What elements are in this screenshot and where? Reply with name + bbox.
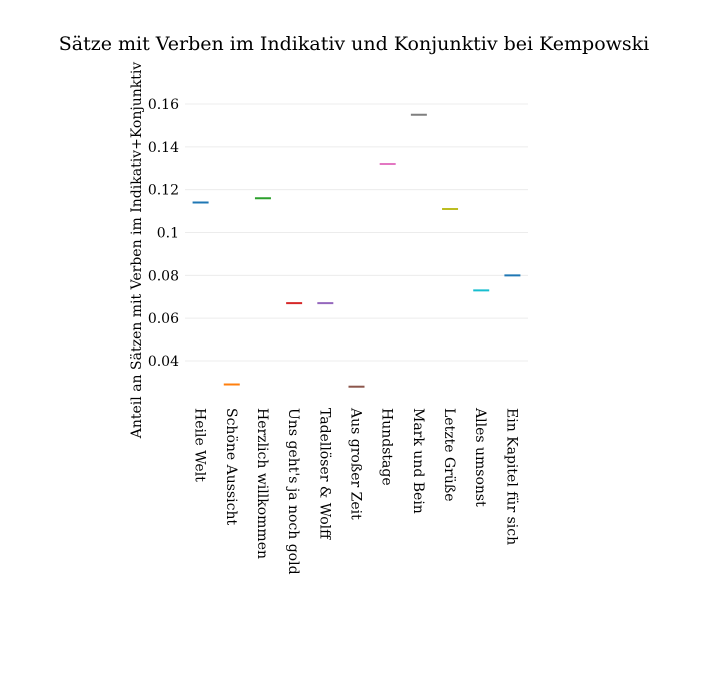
data-marks xyxy=(192,113,521,388)
x-tick-label: Tadellöser & Wolff xyxy=(316,408,332,540)
x-tick-label: Hundstage xyxy=(379,408,395,486)
x-tick-label: Mark und Bein xyxy=(410,408,426,514)
y-tick-label: 0.08 xyxy=(148,268,179,284)
grid xyxy=(185,103,528,362)
y-tick-label: 0.1 xyxy=(157,226,179,242)
y-axis-ticks: 0.04 0.06 0.08 0.1 0.12 0.14 0.16 xyxy=(148,97,179,370)
y-axis-label: Anteil an Sätzen mit Verben im Indikativ… xyxy=(129,62,145,440)
y-tick-label: 0.12 xyxy=(148,183,179,199)
chart-title: Sätze mit Verben im Indikativ und Konjun… xyxy=(59,33,650,55)
y-tick-label: 0.16 xyxy=(148,97,179,113)
x-tick-label: Letzte Grüße xyxy=(441,408,457,501)
y-tick-label: 0.14 xyxy=(148,140,179,156)
x-tick-label: Schöne Aussicht xyxy=(223,408,239,525)
y-tick-label: 0.06 xyxy=(148,311,179,327)
y-tick-label: 0.04 xyxy=(148,354,179,370)
x-tick-label: Uns geht's ja noch gold xyxy=(285,408,301,575)
x-tick-label: Ein Kapitel für sich xyxy=(503,408,519,545)
x-tick-label: Aus großer Zeit xyxy=(348,407,364,520)
x-tick-label: Heile Welt xyxy=(192,408,208,482)
x-tick-label: Herzlich willkommen xyxy=(254,408,270,559)
x-tick-label: Alles umsonst xyxy=(472,407,488,507)
x-axis-ticks: Heile Welt Schöne Aussicht Herzlich willko… xyxy=(192,407,520,575)
